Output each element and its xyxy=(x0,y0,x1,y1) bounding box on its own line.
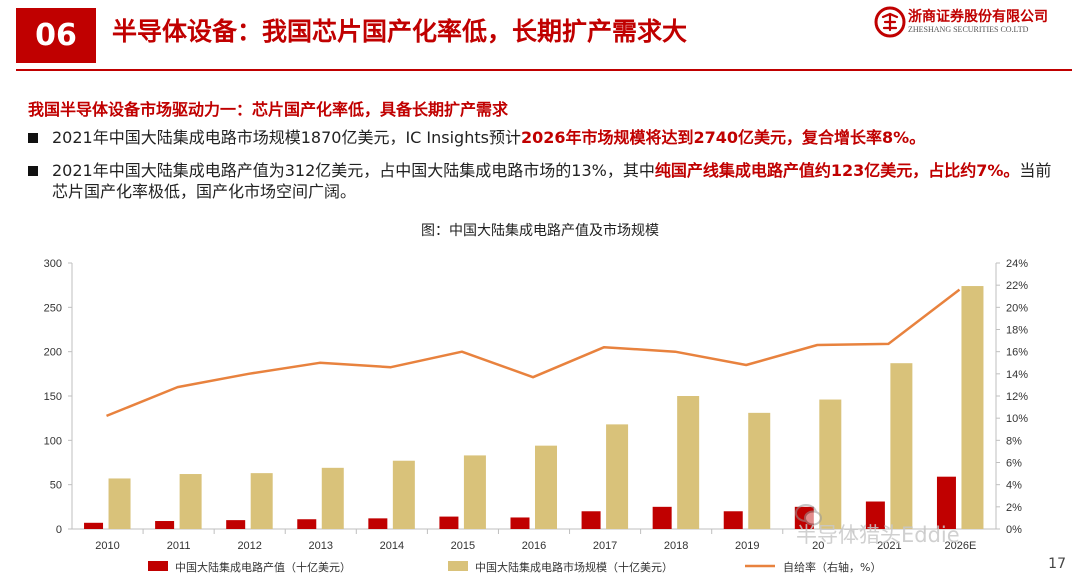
legend-label-ratio: 自给率（右轴，%） xyxy=(783,560,881,574)
x-tick-label: 20 xyxy=(812,540,824,552)
section-number: 06 xyxy=(16,8,96,63)
bar-output xyxy=(226,520,246,529)
x-tick-label: 2014 xyxy=(380,540,404,552)
y-right-tick-label: 6% xyxy=(1006,458,1022,470)
x-tick-label: 2015 xyxy=(451,540,475,552)
bar-output xyxy=(368,518,388,529)
bar-market xyxy=(392,460,415,529)
bar-market xyxy=(108,478,131,529)
bar-market xyxy=(606,424,629,529)
x-tick-label: 2013 xyxy=(309,540,333,552)
bar-output xyxy=(510,517,530,529)
y-right-tick-label: 22% xyxy=(1006,280,1028,292)
y-left-tick-label: 250 xyxy=(44,302,62,314)
bar-output xyxy=(84,522,104,529)
company-logo: 浙商证券股份有限公司 ZHESHANG SECURITIES CO.LTD xyxy=(874,6,1070,38)
bullet-highlight: 纯国产线集成电路产值约123亿美元，占比约7%。 xyxy=(654,161,1020,180)
bar-output xyxy=(865,501,885,529)
bar-market xyxy=(250,473,273,529)
logo-text-en: ZHESHANG SECURITIES CO.LTD xyxy=(908,25,1029,34)
bullet-text: 当前芯片国产化率极低，国产化市场空间广阔。 xyxy=(52,161,1052,201)
y-right-tick-label: 0% xyxy=(1006,524,1022,536)
bar-output xyxy=(439,516,459,529)
bullet-highlight: 2026年市场规模将达到2740亿美元，复合增长率8%。 xyxy=(520,128,926,147)
x-tick-label: 2012 xyxy=(237,540,261,552)
y-right-tick-label: 16% xyxy=(1006,347,1028,359)
bar-output xyxy=(581,511,601,529)
y-right-tick-label: 12% xyxy=(1006,391,1028,403)
y-left-tick-label: 50 xyxy=(50,480,62,492)
y-right-tick-label: 4% xyxy=(1006,480,1022,492)
zheshang-logo-icon xyxy=(874,6,906,38)
y-left-tick-label: 300 xyxy=(44,258,62,270)
x-tick-label: 2018 xyxy=(664,540,688,552)
x-tick-label: 2019 xyxy=(735,540,759,552)
bullet-square-icon xyxy=(28,133,38,143)
x-tick-label: 2010 xyxy=(95,540,119,552)
y-left-tick-label: 100 xyxy=(44,435,62,447)
bar-market xyxy=(961,286,984,529)
page-number: 17 xyxy=(1048,556,1066,572)
bullet-text: 2021年中国大陆集成电路市场规模1870亿美元，IC Insights预计 xyxy=(52,128,521,147)
legend-label-output: 中国大陆集成电路产值（十亿美元） xyxy=(175,560,351,574)
wechat-icon xyxy=(795,504,822,526)
line-self-sufficiency-rate xyxy=(106,288,961,418)
bullet-square-icon xyxy=(28,166,38,176)
header-divider xyxy=(16,69,1072,71)
bar-market xyxy=(321,467,344,529)
bullet-text: 2021年中国大陆集成电路产值为312亿美元，占中国大陆集成电路市场的13%，其… xyxy=(52,161,655,180)
y-right-tick-label: 18% xyxy=(1006,325,1028,337)
y-right-tick-label: 8% xyxy=(1006,435,1022,447)
bar-market xyxy=(748,412,771,529)
bar-output xyxy=(936,476,956,529)
slide-title: 半导体设备：我国芯片国产化率低，长期扩产需求大 xyxy=(112,17,688,46)
y-right-tick-label: 24% xyxy=(1006,258,1028,270)
bullet-point: 2021年中国大陆集成电路市场规模1870亿美元，IC Insights预计20… xyxy=(28,127,1068,148)
bar-market xyxy=(463,455,486,529)
section-subtitle: 我国半导体设备市场驱动力一：芯片国产化率低，具备长期扩产需求 xyxy=(28,100,509,119)
legend-swatch-output xyxy=(148,561,168,571)
bar-market xyxy=(677,396,700,529)
y-left-tick-label: 150 xyxy=(44,391,62,403)
bar-market xyxy=(890,363,913,529)
y-right-tick-label: 10% xyxy=(1006,413,1028,425)
legend-swatch-market xyxy=(448,561,468,571)
y-left-tick-label: 0 xyxy=(56,524,62,536)
x-tick-label: 2021 xyxy=(877,540,901,552)
bar-output xyxy=(723,511,743,529)
y-right-tick-label: 2% xyxy=(1006,502,1022,514)
bar-market xyxy=(535,445,557,529)
x-tick-label: 2011 xyxy=(167,540,191,552)
bar-market xyxy=(179,474,202,529)
bar-market xyxy=(819,399,842,529)
bullet-point: 2021年中国大陆集成电路产值为312亿美元，占中国大陆集成电路市场的13%，其… xyxy=(28,160,1053,202)
y-right-tick-label: 20% xyxy=(1006,302,1028,314)
bar-output xyxy=(297,519,317,529)
logo-text-cn: 浙商证券股份有限公司 xyxy=(908,9,1048,25)
x-tick-label: 2016 xyxy=(522,540,546,552)
bar-output xyxy=(652,506,672,529)
x-tick-label: 2026E xyxy=(945,540,977,552)
watermark-text: 半导体猎头Eddie xyxy=(796,523,960,547)
bar-output xyxy=(155,521,175,529)
y-left-tick-label: 200 xyxy=(44,347,62,359)
x-tick-label: 2017 xyxy=(593,540,617,552)
legend-label-market: 中国大陆集成电路市场规模（十亿美元） xyxy=(475,560,673,574)
y-right-tick-label: 14% xyxy=(1006,369,1028,381)
chart-title: 图：中国大陆集成电路产值及市场规模 xyxy=(421,223,659,239)
